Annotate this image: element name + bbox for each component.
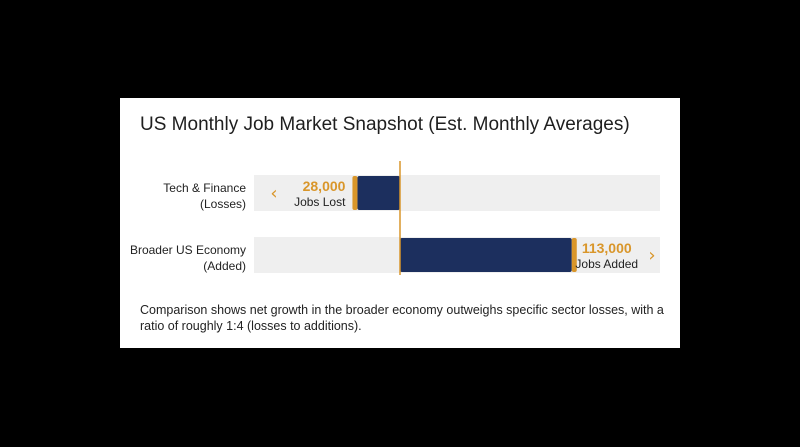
row-label-broader-economy: Broader US Economy (Added) [106, 242, 246, 274]
chart-card: US Monthly Job Market Snapshot (Est. Mon… [120, 98, 680, 348]
chart-title: US Monthly Job Market Snapshot (Est. Mon… [140, 114, 630, 135]
row-label-line1: Tech & Finance [163, 181, 246, 195]
footnote: Comparison shows net growth in the broad… [140, 303, 664, 333]
row-label-tech-finance: Tech & Finance (Losses) [106, 180, 246, 212]
row-label-line2: (Added) [203, 259, 246, 273]
row-label-line2: (Losses) [199, 197, 246, 211]
bar-end-cap [571, 238, 577, 272]
data-label-unit: Jobs Lost [294, 195, 346, 209]
data-label-unit: Jobs Added [575, 257, 638, 271]
bar-track [254, 175, 660, 211]
bar-end-cap [352, 176, 358, 210]
bar [400, 238, 572, 272]
chevron-right-icon: › [648, 245, 655, 266]
row-label-line1: Broader US Economy [129, 243, 246, 257]
data-label-value: 113,000 [582, 240, 632, 256]
chevron-left-icon: ‹ [270, 183, 277, 204]
bar [357, 176, 400, 210]
data-label-value: 28,000 [303, 178, 346, 194]
